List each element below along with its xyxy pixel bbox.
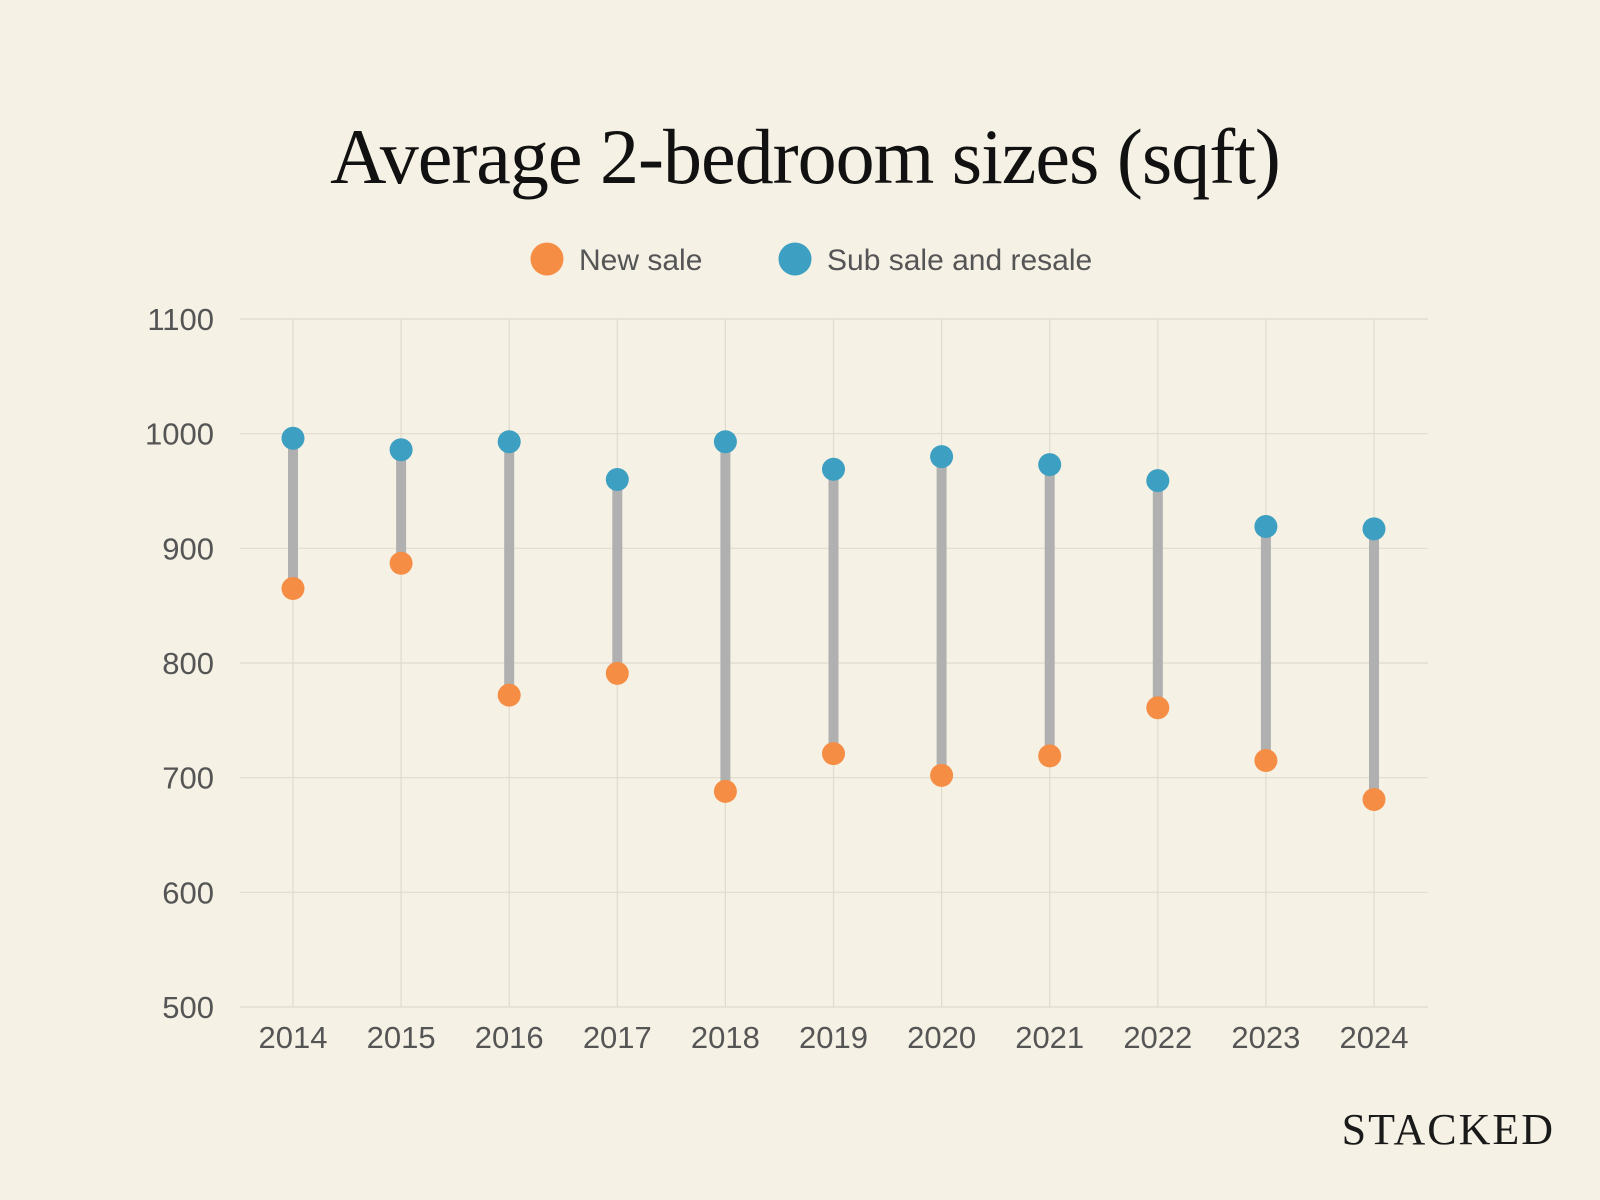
point-new-sale-2018 [713, 779, 737, 803]
x-tick-label-2023: 2023 [1231, 1020, 1300, 1055]
point-resale-2020 [930, 445, 954, 469]
point-resale-2017 [605, 468, 629, 492]
point-resale-2019 [822, 457, 845, 481]
point-new-sale-2021 [1038, 744, 1062, 768]
data-points [281, 426, 1386, 811]
x-axis: 2014 2015 2016 2017 2018 2019 2020 2021 2022 2023… [259, 1020, 1409, 1055]
point-new-sale-2023 [1254, 748, 1278, 772]
x-tick-label-2022: 2022 [1123, 1020, 1192, 1055]
point-new-sale-2015 [389, 551, 413, 575]
legend-label-resale: Sub sale and resale [827, 244, 1092, 277]
connectors [288, 438, 1379, 800]
y-tick-label-800: 800 [162, 646, 214, 681]
point-new-sale-2020 [930, 763, 954, 787]
point-new-sale-2014 [281, 576, 305, 600]
legend-marker-resale [778, 242, 812, 276]
legend: New sale Sub sale and resale [530, 242, 1092, 277]
point-resale-2015 [389, 438, 413, 462]
y-tick-label-500: 500 [162, 990, 214, 1025]
y-tick-label-600: 600 [162, 875, 214, 910]
x-tick-label-2021: 2021 [1015, 1020, 1084, 1055]
y-tick-label-1000: 1000 [145, 417, 214, 452]
point-new-sale-2022 [1146, 696, 1170, 720]
y-axis: 500 600 700 800 900 1000 1100 [145, 302, 214, 1025]
y-tick-label-1100: 1100 [147, 302, 214, 337]
x-tick-label-2018: 2018 [691, 1020, 760, 1055]
point-resale-2018 [713, 430, 737, 454]
point-new-sale-2017 [605, 661, 629, 685]
point-resale-2014 [281, 426, 305, 450]
x-tick-label-2016: 2016 [475, 1020, 544, 1055]
point-resale-2024 [1362, 517, 1386, 541]
y-tick-label-700: 700 [162, 761, 214, 796]
point-new-sale-2019 [822, 742, 845, 766]
x-tick-label-2019: 2019 [799, 1020, 868, 1055]
chart-title: Average 2-bedroom sizes (sqft) [330, 113, 1281, 200]
point-resale-2016 [497, 430, 521, 454]
legend-label-new-sale: New sale [579, 244, 702, 277]
point-new-sale-2024 [1362, 787, 1386, 811]
x-tick-label-2015: 2015 [367, 1020, 436, 1055]
point-resale-2022 [1146, 469, 1170, 493]
x-tick-label-2017: 2017 [583, 1020, 652, 1055]
brand-logo: STACKED [1341, 1105, 1555, 1154]
x-tick-label-2020: 2020 [907, 1020, 976, 1055]
point-resale-2023 [1254, 515, 1278, 539]
point-resale-2021 [1038, 453, 1062, 477]
legend-marker-new-sale [530, 242, 564, 276]
x-tick-label-2014: 2014 [259, 1020, 328, 1055]
y-tick-label-900: 900 [162, 531, 214, 566]
x-tick-label-2024: 2024 [1340, 1020, 1409, 1055]
point-new-sale-2016 [497, 683, 521, 707]
